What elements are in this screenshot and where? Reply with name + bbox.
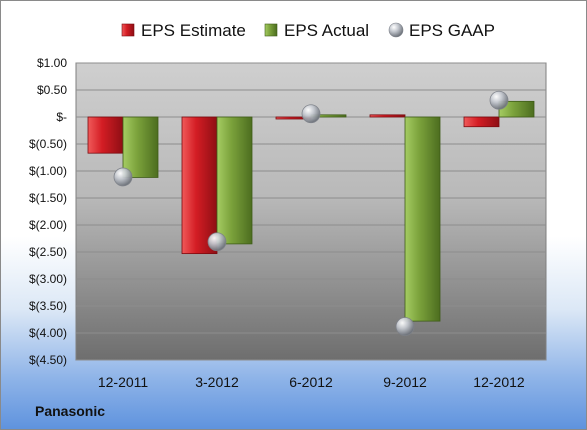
- y-tick-label: $(3.00): [29, 272, 67, 286]
- eps-actual-bar: [216, 116, 253, 245]
- y-tick-label: $(3.50): [29, 299, 67, 313]
- y-tick-label: $(1.00): [29, 164, 67, 178]
- x-tick-label: 12-2012: [473, 374, 525, 390]
- eps-gaap-marker: [113, 167, 133, 187]
- eps-gaap-marker: [301, 104, 321, 124]
- x-tick-label: 9-2012: [383, 374, 427, 390]
- eps-actual-bar: [122, 116, 159, 178]
- legend-eps-gaap-swatch: [388, 22, 404, 38]
- y-tick-label: $-: [56, 110, 67, 124]
- eps-gaap-marker: [395, 317, 415, 336]
- legend-eps-actual-swatch: [264, 23, 278, 37]
- eps-gaap-marker: [489, 90, 509, 110]
- y-tick-label: $(2.50): [29, 245, 67, 259]
- y-tick-label: $(4.00): [29, 326, 67, 340]
- legend-eps-gaap: EPS GAAP: [409, 21, 495, 40]
- eps-estimate-bar: [87, 116, 124, 154]
- x-tick-label: 6-2012: [289, 374, 333, 390]
- eps-gaap-marker: [207, 232, 227, 252]
- company-name: Panasonic: [35, 403, 106, 419]
- x-tick-label: 3-2012: [195, 374, 239, 390]
- eps-estimate-bar: [369, 114, 406, 118]
- eps-estimate-bar: [463, 116, 500, 128]
- eps-estimate-bar: [181, 116, 218, 255]
- y-tick-label: $0.50: [37, 83, 67, 97]
- x-tick-label: 12-2011: [98, 374, 149, 390]
- y-tick-label: $1.00: [37, 56, 67, 70]
- legend-eps-actual: EPS Actual: [284, 21, 369, 40]
- legend-eps-estimate: EPS Estimate: [141, 21, 246, 40]
- legend-eps-estimate-swatch: [121, 23, 135, 37]
- y-tick-label: $(1.50): [29, 191, 67, 205]
- y-tick-label: $(4.50): [29, 353, 67, 367]
- eps-actual-bar: [404, 116, 441, 322]
- y-tick-label: $(0.50): [29, 137, 67, 151]
- y-tick-label: $(2.00): [29, 218, 67, 232]
